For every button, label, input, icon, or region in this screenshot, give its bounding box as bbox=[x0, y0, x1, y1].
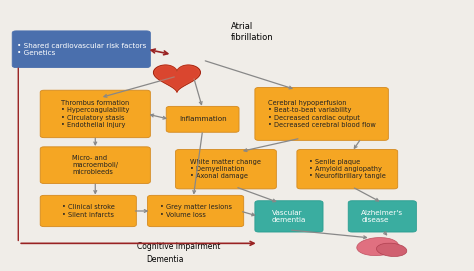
Polygon shape bbox=[155, 66, 200, 92]
Text: Micro- and
macroemboli/
microbleeds: Micro- and macroemboli/ microbleeds bbox=[72, 155, 118, 175]
Text: Dementia: Dementia bbox=[146, 255, 184, 264]
FancyBboxPatch shape bbox=[147, 195, 244, 227]
Ellipse shape bbox=[357, 238, 399, 256]
FancyBboxPatch shape bbox=[348, 201, 416, 232]
FancyBboxPatch shape bbox=[40, 90, 150, 138]
Text: Vascular
dementia: Vascular dementia bbox=[272, 210, 306, 223]
Polygon shape bbox=[154, 65, 201, 92]
FancyBboxPatch shape bbox=[166, 107, 239, 132]
Text: • Grey matter lesions
• Volume loss: • Grey matter lesions • Volume loss bbox=[160, 204, 232, 218]
Text: Atrial
fibrillation: Atrial fibrillation bbox=[231, 22, 273, 42]
FancyBboxPatch shape bbox=[40, 147, 150, 183]
FancyBboxPatch shape bbox=[175, 150, 276, 189]
FancyBboxPatch shape bbox=[297, 150, 398, 189]
Text: White matter change
• Demyelination
• Axonal damage: White matter change • Demyelination • Ax… bbox=[191, 159, 262, 179]
FancyBboxPatch shape bbox=[255, 201, 323, 232]
FancyBboxPatch shape bbox=[255, 88, 388, 140]
Text: • Senile plaque
• Amyloid angiopathy
• Neurofibrillary tangle: • Senile plaque • Amyloid angiopathy • N… bbox=[309, 159, 386, 179]
FancyBboxPatch shape bbox=[40, 195, 137, 227]
Ellipse shape bbox=[376, 243, 407, 256]
FancyBboxPatch shape bbox=[12, 31, 150, 67]
Text: Cognitive impairment: Cognitive impairment bbox=[137, 241, 221, 251]
Text: Alzheimer's
disease: Alzheimer's disease bbox=[361, 210, 403, 223]
Text: • Shared cardiovascular risk factors
• Genetics: • Shared cardiovascular risk factors • G… bbox=[17, 43, 146, 56]
Text: • Clinical stroke
• Silent infarcts: • Clinical stroke • Silent infarcts bbox=[62, 204, 115, 218]
Text: Cerebral hypoperfusion
• Beat-to-beat variability
• Decreased cardiac output
• D: Cerebral hypoperfusion • Beat-to-beat va… bbox=[268, 100, 375, 128]
Text: Thrombus formation
• Hypercoagulability
• Circulatory stasis
• Endothelial injur: Thrombus formation • Hypercoagulability … bbox=[61, 100, 129, 128]
Text: Inflammation: Inflammation bbox=[179, 116, 227, 122]
